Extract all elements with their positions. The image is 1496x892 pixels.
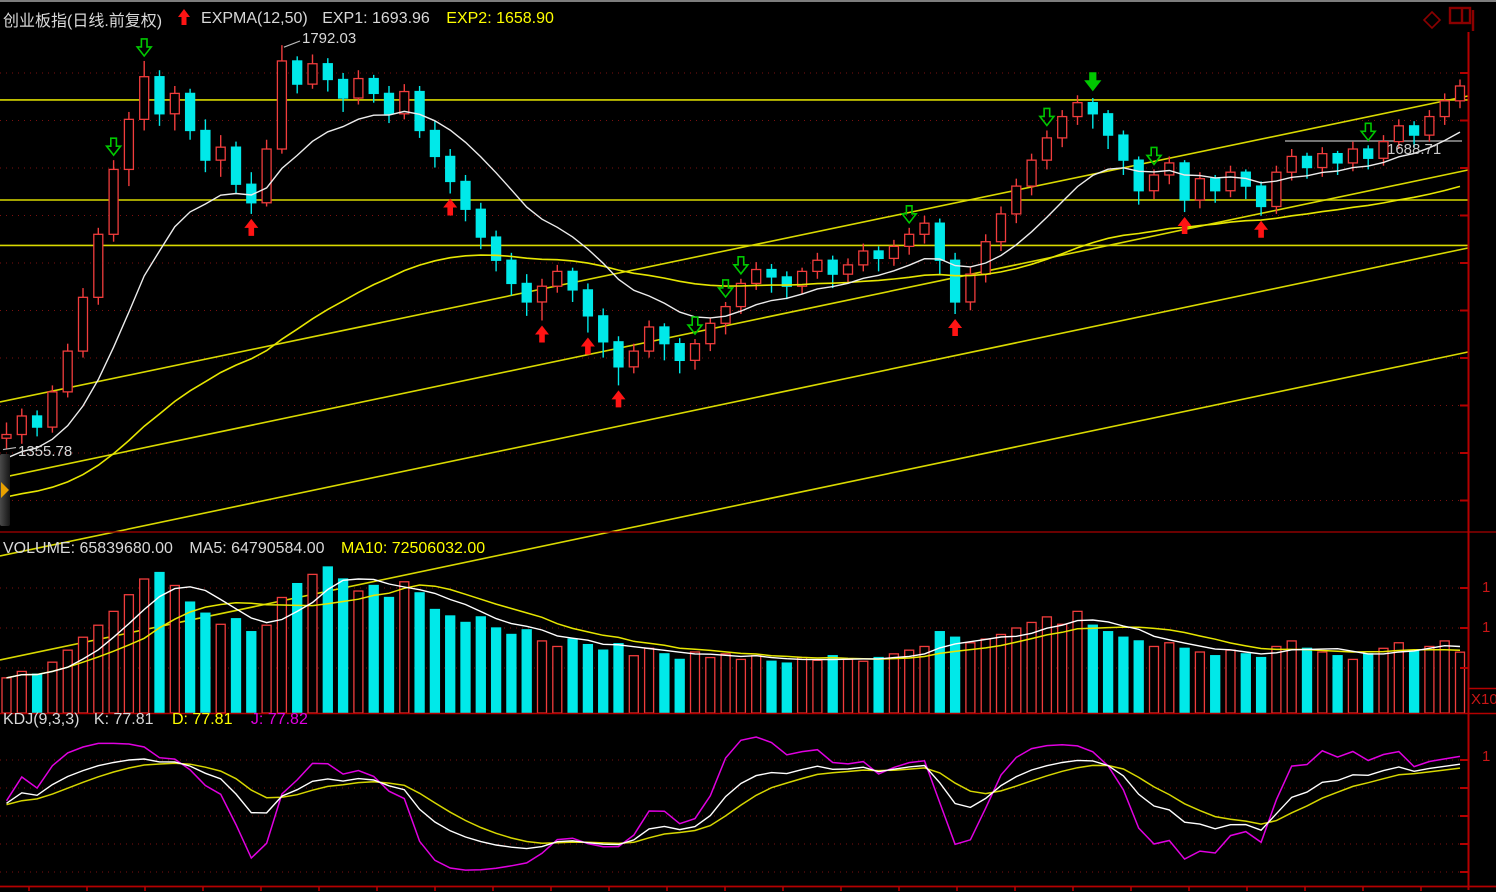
window-top-edge <box>0 0 1496 2</box>
sell-arrow-hollow-icon <box>686 316 704 336</box>
kdj-d-line <box>6 762 1461 845</box>
sell-arrow-hollow-icon <box>900 205 918 225</box>
sell-arrow-solid-icon <box>1084 72 1102 92</box>
time-axis <box>28 886 1422 891</box>
buy-arrow-icon <box>244 218 259 236</box>
candlestick-layer <box>1 45 1466 450</box>
kdj-j-value: J: 77.82 <box>250 711 308 728</box>
red-up-arrow-icon <box>177 8 191 31</box>
buy-arrow-icon <box>443 198 458 216</box>
buy-arrow-icon <box>1254 220 1269 238</box>
kdj-axis-label: 1 <box>1482 748 1491 765</box>
buy-arrow-icon <box>611 390 626 408</box>
indicator-name: EXPMA(12,50) <box>201 10 308 27</box>
exp1-line <box>6 110 1461 459</box>
sell-arrow-hollow-icon <box>1038 107 1056 127</box>
grid-layer <box>0 72 1468 873</box>
kdj-k-line <box>6 758 1461 850</box>
volume-bars <box>1 566 1466 714</box>
kdj-j-line <box>5 736 1461 871</box>
buy-arrow-icon <box>948 319 963 337</box>
buy-arrow-icon <box>1177 217 1192 235</box>
exp2-value: EXP2: 1658.90 <box>446 10 554 27</box>
volume-value: VOLUME: 65839680.00 <box>3 540 173 557</box>
sell-arrow-hollow-icon <box>104 137 123 157</box>
kdj-k-value: K: 77.81 <box>93 711 154 728</box>
expand-triangle-icon <box>1 482 9 498</box>
volume-axis-label-top: 1 <box>1482 579 1491 596</box>
sell-arrow-hollow-icon <box>732 255 750 276</box>
sell-arrow-hollow-icon <box>716 279 735 299</box>
split-window-icon[interactable] <box>1448 4 1478 37</box>
trough-price-label: 1355.78 <box>18 443 73 460</box>
kdj-d-value: D: 77.81 <box>171 711 233 728</box>
vol-ma5-line <box>6 578 1461 679</box>
level-price-label: 1688.71 <box>1387 141 1442 158</box>
diamond-icon[interactable] <box>1422 10 1442 35</box>
sell-arrow-hollow-icon <box>1359 122 1377 142</box>
exp1-value: EXP1: 1693.96 <box>322 10 430 27</box>
sell-arrow-hollow-icon <box>1145 146 1163 166</box>
symbol-title: 创业板指(日线.前复权) <box>3 13 163 30</box>
vol-ma10-line <box>6 584 1461 679</box>
vol-ma10-value: MA10: 72506032.00 <box>341 540 486 557</box>
window-controls <box>1422 4 1478 37</box>
peak-price-label: 1792.03 <box>302 30 357 47</box>
volume-axis-label-mid: 1 <box>1482 619 1491 636</box>
trendline-layer <box>0 95 1469 661</box>
pane-expand-handle[interactable] <box>0 454 10 526</box>
signal-arrows <box>104 38 1377 408</box>
kdj-name: KDJ(9,3,3) <box>3 711 80 728</box>
kline-header: 创业板指(日线.前复权) EXPMA(12,50) EXP1: 1693.96 … <box>3 7 554 31</box>
kdj-header: KDJ(9,3,3) K: 77.81 D: 77.81 J: 77.82 <box>3 711 308 729</box>
volume-multiplier-label: X10 <box>1471 691 1496 708</box>
annotation-lines <box>2 40 301 451</box>
buy-arrow-icon <box>535 325 549 343</box>
volume-header: VOLUME: 65839680.00 MA5: 64790584.00 MA1… <box>3 540 485 558</box>
vol-ma5-value: MA5: 64790584.00 <box>189 540 325 557</box>
sell-arrow-hollow-icon <box>135 38 153 58</box>
buy-arrow-icon <box>580 337 595 355</box>
exp2-line <box>6 185 1461 498</box>
